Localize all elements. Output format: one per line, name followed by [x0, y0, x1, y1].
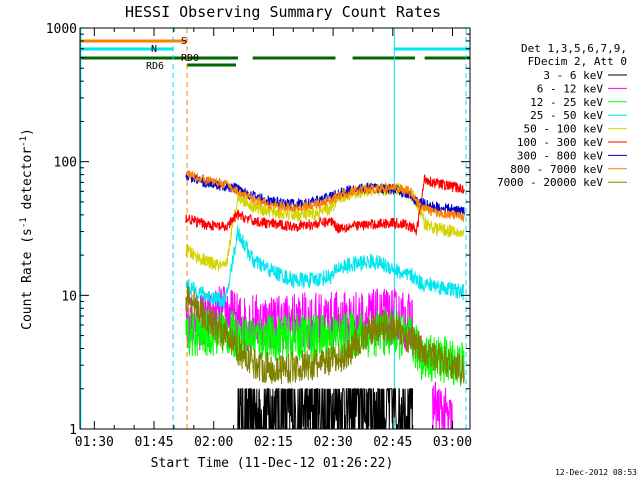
- legend-label-1: 6 - 12 keV: [537, 82, 604, 95]
- y-tick-label-1: 10: [61, 289, 77, 304]
- legend-header-line-1: Det 1,3,5,6,7,9,: [521, 42, 627, 55]
- x-tick-label-6: 03:00: [433, 435, 472, 450]
- legend-label-3: 25 - 50 keV: [530, 109, 603, 122]
- legend-label-5: 100 - 300 keV: [517, 136, 603, 149]
- series-line-3: [185, 224, 465, 309]
- flag-label-n: N: [151, 44, 157, 55]
- y-axis-label-sup2: -1: [19, 136, 29, 147]
- y-axis-label-end: ): [20, 128, 35, 136]
- flag-label-rd0: RD0: [181, 53, 199, 64]
- y-axis-label-main: Count Rate (s: [20, 228, 35, 330]
- series-lines: [185, 170, 465, 429]
- legend: Det 1,3,5,6,7,9, FDecim 2, Att 0 3 - 6 k…: [497, 42, 627, 189]
- series-line-0: [237, 388, 414, 429]
- plot-frame: [79, 27, 471, 430]
- flag-label-rd6: RD6: [146, 61, 164, 72]
- timestamp: 12-Dec-2012 08:53: [555, 468, 637, 477]
- y-tick-label-0: 1: [69, 423, 77, 438]
- legend-label-6: 300 - 800 keV: [517, 149, 603, 162]
- x-tick-label-2: 02:00: [194, 435, 233, 450]
- flag-bars: [80, 39, 470, 67]
- y-axis-ticks: 1 10 100 1000: [46, 22, 470, 438]
- legend-label-7: 800 - 7000 keV: [510, 163, 603, 176]
- series-line-7: [185, 170, 465, 222]
- series-line-8: [185, 285, 465, 385]
- legend-label-0: 3 - 6 keV: [543, 69, 603, 82]
- y-tick-label-3: 1000: [46, 22, 77, 37]
- flag-label-s: S: [181, 36, 187, 47]
- legend-header-line-2: FDecim 2, Att 0: [528, 55, 627, 68]
- legend-label-4: 50 - 100 keV: [524, 123, 604, 136]
- flag-labels: S N RD0 RD6: [146, 36, 199, 72]
- x-tick-label-3: 02:15: [254, 435, 293, 450]
- series-line-5: [185, 174, 465, 236]
- x-tick-label-0: 01:30: [75, 435, 114, 450]
- x-tick-label-1: 01:45: [134, 435, 173, 450]
- x-axis-ticks: 01:30 01:45 02:00 02:15 02:30 02:45 03:00: [75, 28, 472, 450]
- legend-label-2: 12 - 25 keV: [530, 96, 603, 109]
- y-axis-label-sup1: -1: [19, 217, 29, 228]
- series-line-4: [185, 182, 465, 272]
- y-axis-label-mid: detector: [20, 147, 35, 218]
- y-axis-label: Count Rate (s-1 detector-1): [19, 128, 35, 330]
- chart-title: HESSI Observing Summary Count Rates: [125, 3, 441, 21]
- x-axis-label: Start Time (11-Dec-12 01:26:22): [151, 456, 394, 471]
- legend-label-8: 7000 - 20000 keV: [497, 176, 603, 189]
- vertical-markers: [80, 28, 467, 429]
- y-tick-label-2: 100: [54, 156, 77, 171]
- x-tick-label-5: 02:45: [373, 435, 412, 450]
- x-tick-label-4: 02:30: [314, 435, 353, 450]
